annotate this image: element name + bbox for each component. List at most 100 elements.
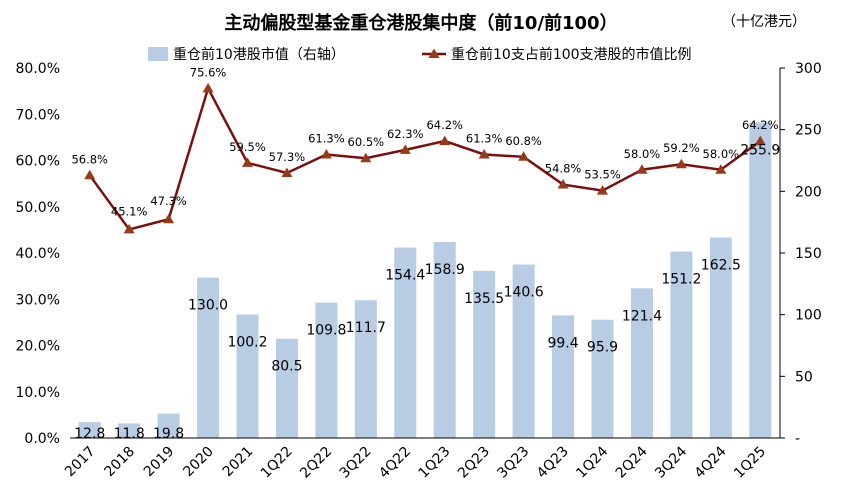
y-left-tick-label: 60.0% bbox=[16, 154, 60, 170]
x-tick-label: 4Q23 bbox=[534, 444, 572, 482]
bar bbox=[749, 122, 772, 438]
chart-unit: （十亿港元） bbox=[722, 14, 806, 30]
bar-data-label: 111.7 bbox=[346, 320, 386, 336]
line-data-label: 60.5% bbox=[348, 135, 385, 149]
line-marker bbox=[597, 185, 608, 195]
line-marker bbox=[478, 148, 490, 159]
line-marker bbox=[242, 157, 253, 167]
bar bbox=[630, 288, 653, 438]
bar-data-label: 100.2 bbox=[227, 334, 267, 350]
x-tick-label: 1Q23 bbox=[416, 444, 454, 482]
bar bbox=[552, 315, 575, 438]
left-axis: 0.0% 10.0% 20.0% 30.0% 40.0% 50.0% 60.0% 70.0% 8… bbox=[16, 61, 60, 447]
bar-data-label: 140.6 bbox=[504, 285, 544, 301]
bar bbox=[236, 314, 259, 438]
y-right-tick-label: 200 bbox=[795, 184, 822, 200]
bar bbox=[275, 338, 298, 438]
bar bbox=[433, 242, 456, 438]
x-tick-label: 2Q22 bbox=[297, 444, 335, 482]
line-marker bbox=[399, 144, 411, 154]
line-marker bbox=[320, 148, 332, 159]
line-data-label: 57.3% bbox=[269, 150, 306, 164]
line-data-label: 64.2% bbox=[742, 118, 779, 132]
line-data-label: 75.6% bbox=[190, 65, 227, 79]
line-data-label: 61.3% bbox=[308, 131, 345, 145]
x-tick-label: 2018 bbox=[101, 444, 138, 481]
bar-data-label: 255.9 bbox=[740, 142, 780, 158]
bar bbox=[670, 251, 693, 438]
x-tick-label: 1Q25 bbox=[731, 444, 769, 482]
y-right-tick-label: 300 bbox=[795, 61, 822, 77]
bar-data-label: 19.8 bbox=[153, 426, 184, 442]
bar-data-label: 109.8 bbox=[306, 323, 346, 339]
line-marker bbox=[281, 167, 293, 177]
line-marker bbox=[754, 135, 766, 146]
x-tick-label: 2019 bbox=[141, 444, 178, 481]
line-data-label: 60.8% bbox=[505, 134, 542, 148]
bar-data-label: 135.5 bbox=[464, 291, 504, 307]
line-data-label: 58.0% bbox=[703, 147, 740, 161]
y-left-tick-label: 80.0% bbox=[16, 61, 60, 77]
bar-data-label: 99.4 bbox=[547, 335, 578, 351]
bar-data-label: 95.9 bbox=[587, 340, 618, 356]
legend: 重仓前10港股市值（右轴） 重仓前10支占前100支港股的市值比例 bbox=[148, 46, 692, 63]
x-tick-label: 2020 bbox=[180, 444, 217, 481]
bar-data-label: 80.5 bbox=[271, 359, 302, 375]
line-data-label: 62.3% bbox=[387, 127, 424, 141]
x-tick-label: 3Q22 bbox=[337, 444, 375, 482]
bar bbox=[394, 247, 417, 438]
bar-data-label: 130.0 bbox=[188, 298, 228, 314]
line-marker bbox=[439, 135, 451, 146]
bar-data-label: 151.2 bbox=[661, 272, 701, 288]
line-data-label: 54.8% bbox=[545, 162, 582, 176]
legend-bar-label: 重仓前10港股市值（右轴） bbox=[173, 46, 345, 63]
line-marker bbox=[202, 82, 214, 93]
x-tick-label: 2017 bbox=[62, 444, 99, 481]
line-data-label: 45.1% bbox=[111, 204, 148, 218]
y-right-tick-label: 100 bbox=[795, 308, 822, 324]
line-marker bbox=[163, 213, 175, 224]
x-tick-label: 2Q23 bbox=[455, 444, 493, 482]
x-tick-label: 3Q23 bbox=[494, 444, 532, 482]
line-marker bbox=[557, 179, 569, 189]
bar bbox=[118, 423, 141, 438]
line-data-label: 61.3% bbox=[466, 131, 503, 145]
y-left-tick-label: 30.0% bbox=[16, 292, 60, 308]
y-right-tick-label: - bbox=[795, 431, 800, 447]
line-path bbox=[88, 85, 762, 231]
line-data-label: 58.0% bbox=[624, 147, 661, 161]
line-data-label: 56.8% bbox=[71, 152, 108, 166]
legend-bar-swatch bbox=[148, 47, 168, 61]
line-marker bbox=[518, 151, 530, 161]
line-marker bbox=[360, 152, 372, 163]
line-data-label: 59.5% bbox=[229, 140, 266, 154]
bar bbox=[157, 413, 180, 438]
bar bbox=[197, 277, 220, 438]
x-tick-label: 1Q22 bbox=[258, 444, 296, 482]
y-left-tick-label: 20.0% bbox=[16, 339, 60, 355]
y-right-tick-label: 50 bbox=[795, 369, 813, 385]
x-tick-label: 4Q24 bbox=[692, 443, 730, 481]
x-tick-label: 1Q24 bbox=[573, 443, 611, 481]
y-left-tick-label: 50.0% bbox=[16, 200, 60, 216]
bar bbox=[512, 264, 535, 438]
line-data-label: 64.2% bbox=[426, 118, 463, 132]
x-axis: 2017 2018 2019 2020 2021 1Q22 2Q22 3Q22 4Q22 1Q23… bbox=[62, 437, 780, 482]
x-tick-label: 3Q24 bbox=[652, 443, 690, 481]
x-tick-label: 2Q24 bbox=[613, 443, 651, 481]
bar-data-labels: 12.8 11.8 19.8 130.0 100.280.5 109.8 111.7 154.… bbox=[74, 142, 780, 442]
right-axis: - 50 100 150 200 250 300 bbox=[779, 61, 822, 447]
bar-data-label: 162.5 bbox=[701, 258, 741, 274]
y-left-tick-label: 70.0% bbox=[16, 107, 60, 123]
y-right-tick-label: 250 bbox=[795, 123, 822, 139]
bar bbox=[354, 300, 377, 438]
bar-series bbox=[78, 122, 772, 438]
line-data-label: 47.3% bbox=[150, 194, 187, 208]
y-left-tick-label: 0.0% bbox=[24, 431, 60, 447]
legend-line-marker bbox=[428, 48, 440, 58]
line-marker bbox=[123, 223, 135, 234]
line-marker bbox=[636, 164, 648, 174]
bar-data-label: 154.4 bbox=[385, 268, 425, 284]
bar bbox=[78, 422, 101, 438]
